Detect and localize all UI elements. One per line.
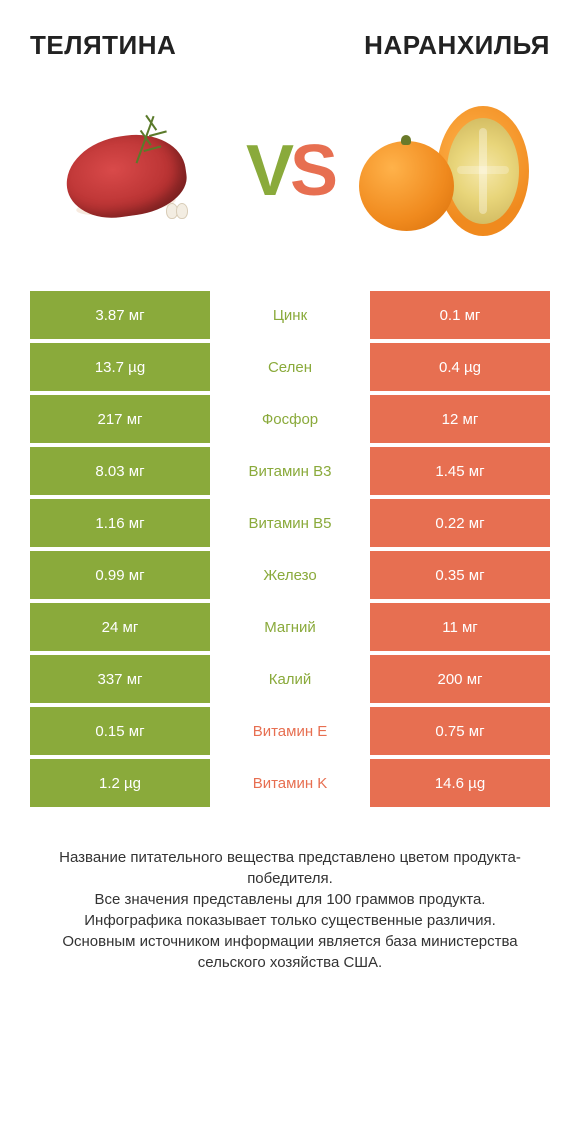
veal-illustration — [56, 111, 216, 231]
nutrient-table: 3.87 мгЦинк0.1 мг13.7 µgСелен0.4 µg217 м… — [30, 291, 550, 807]
cell-nutrient: Железо — [210, 551, 370, 599]
table-row: 0.15 мгВитамин E0.75 мг — [30, 707, 550, 755]
table-row: 217 мгФосфор12 мг — [30, 395, 550, 443]
table-row: 3.87 мгЦинк0.1 мг — [30, 291, 550, 339]
cell-left: 217 мг — [30, 395, 210, 443]
header-row: ТЕЛЯТИНА НАРАНХИЛЬЯ — [30, 30, 550, 61]
product-right-title: НАРАНХИЛЬЯ — [364, 30, 550, 61]
table-row: 1.2 µgВитамин K14.6 µg — [30, 759, 550, 807]
cell-right: 1.45 мг — [370, 447, 550, 495]
cell-nutrient: Калий — [210, 655, 370, 703]
cell-right: 0.4 µg — [370, 343, 550, 391]
cell-nutrient: Фосфор — [210, 395, 370, 443]
cell-right: 0.75 мг — [370, 707, 550, 755]
cell-left: 0.15 мг — [30, 707, 210, 755]
table-row: 0.99 мгЖелезо0.35 мг — [30, 551, 550, 599]
cell-right: 11 мг — [370, 603, 550, 651]
product-right-image — [354, 91, 534, 251]
cell-nutrient: Магний — [210, 603, 370, 651]
product-left-image — [46, 91, 226, 251]
table-row: 337 мгКалий200 мг — [30, 655, 550, 703]
vs-label: VS — [246, 135, 334, 207]
table-row: 1.16 мгВитамин B50.22 мг — [30, 499, 550, 547]
cell-nutrient: Витамин K — [210, 759, 370, 807]
infographic-root: ТЕЛЯТИНА НАРАНХИЛЬЯ VS 3.87 мгЦинк0.1 мг… — [0, 0, 580, 993]
vs-s: S — [290, 135, 334, 207]
vs-v: V — [246, 135, 290, 207]
table-row: 8.03 мгВитамин B31.45 мг — [30, 447, 550, 495]
naranjilla-illustration — [359, 96, 529, 246]
cell-nutrient: Цинк — [210, 291, 370, 339]
cell-left: 3.87 мг — [30, 291, 210, 339]
cell-left: 337 мг — [30, 655, 210, 703]
product-left-title: ТЕЛЯТИНА — [30, 30, 176, 61]
cell-left: 24 мг — [30, 603, 210, 651]
cell-left: 0.99 мг — [30, 551, 210, 599]
cell-right: 0.22 мг — [370, 499, 550, 547]
cell-left: 13.7 µg — [30, 343, 210, 391]
cell-left: 1.2 µg — [30, 759, 210, 807]
cell-right: 0.1 мг — [370, 291, 550, 339]
table-row: 13.7 µgСелен0.4 µg — [30, 343, 550, 391]
cell-right: 200 мг — [370, 655, 550, 703]
cell-nutrient: Витамин E — [210, 707, 370, 755]
table-row: 24 мгМагний11 мг — [30, 603, 550, 651]
cell-nutrient: Селен — [210, 343, 370, 391]
vs-row: VS — [20, 91, 560, 251]
cell-nutrient: Витамин B5 — [210, 499, 370, 547]
cell-right: 12 мг — [370, 395, 550, 443]
cell-left: 8.03 мг — [30, 447, 210, 495]
cell-right: 14.6 µg — [370, 759, 550, 807]
cell-left: 1.16 мг — [30, 499, 210, 547]
cell-right: 0.35 мг — [370, 551, 550, 599]
cell-nutrient: Витамин B3 — [210, 447, 370, 495]
footnote-text: Название питательного вещества представл… — [30, 847, 550, 973]
